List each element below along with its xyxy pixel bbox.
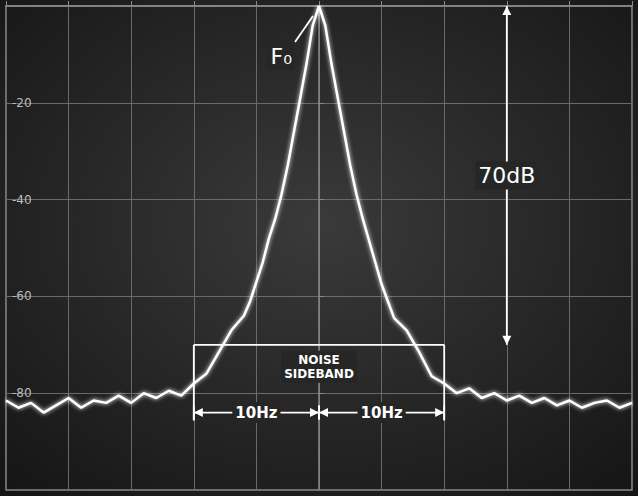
svg-text:-40: -40 — [12, 193, 32, 207]
svg-text:10Hz: 10Hz — [235, 404, 277, 422]
svg-text:SIDEBAND: SIDEBAND — [284, 367, 354, 381]
svg-text:F₀: F₀ — [271, 44, 293, 69]
svg-text:10Hz: 10Hz — [361, 404, 403, 422]
svg-text:-20: -20 — [12, 96, 32, 110]
svg-text:70dB: 70dB — [478, 163, 535, 188]
svg-text:-60: -60 — [12, 289, 32, 303]
svg-text:NOISE: NOISE — [298, 353, 340, 367]
svg-text:-80: -80 — [12, 386, 32, 400]
